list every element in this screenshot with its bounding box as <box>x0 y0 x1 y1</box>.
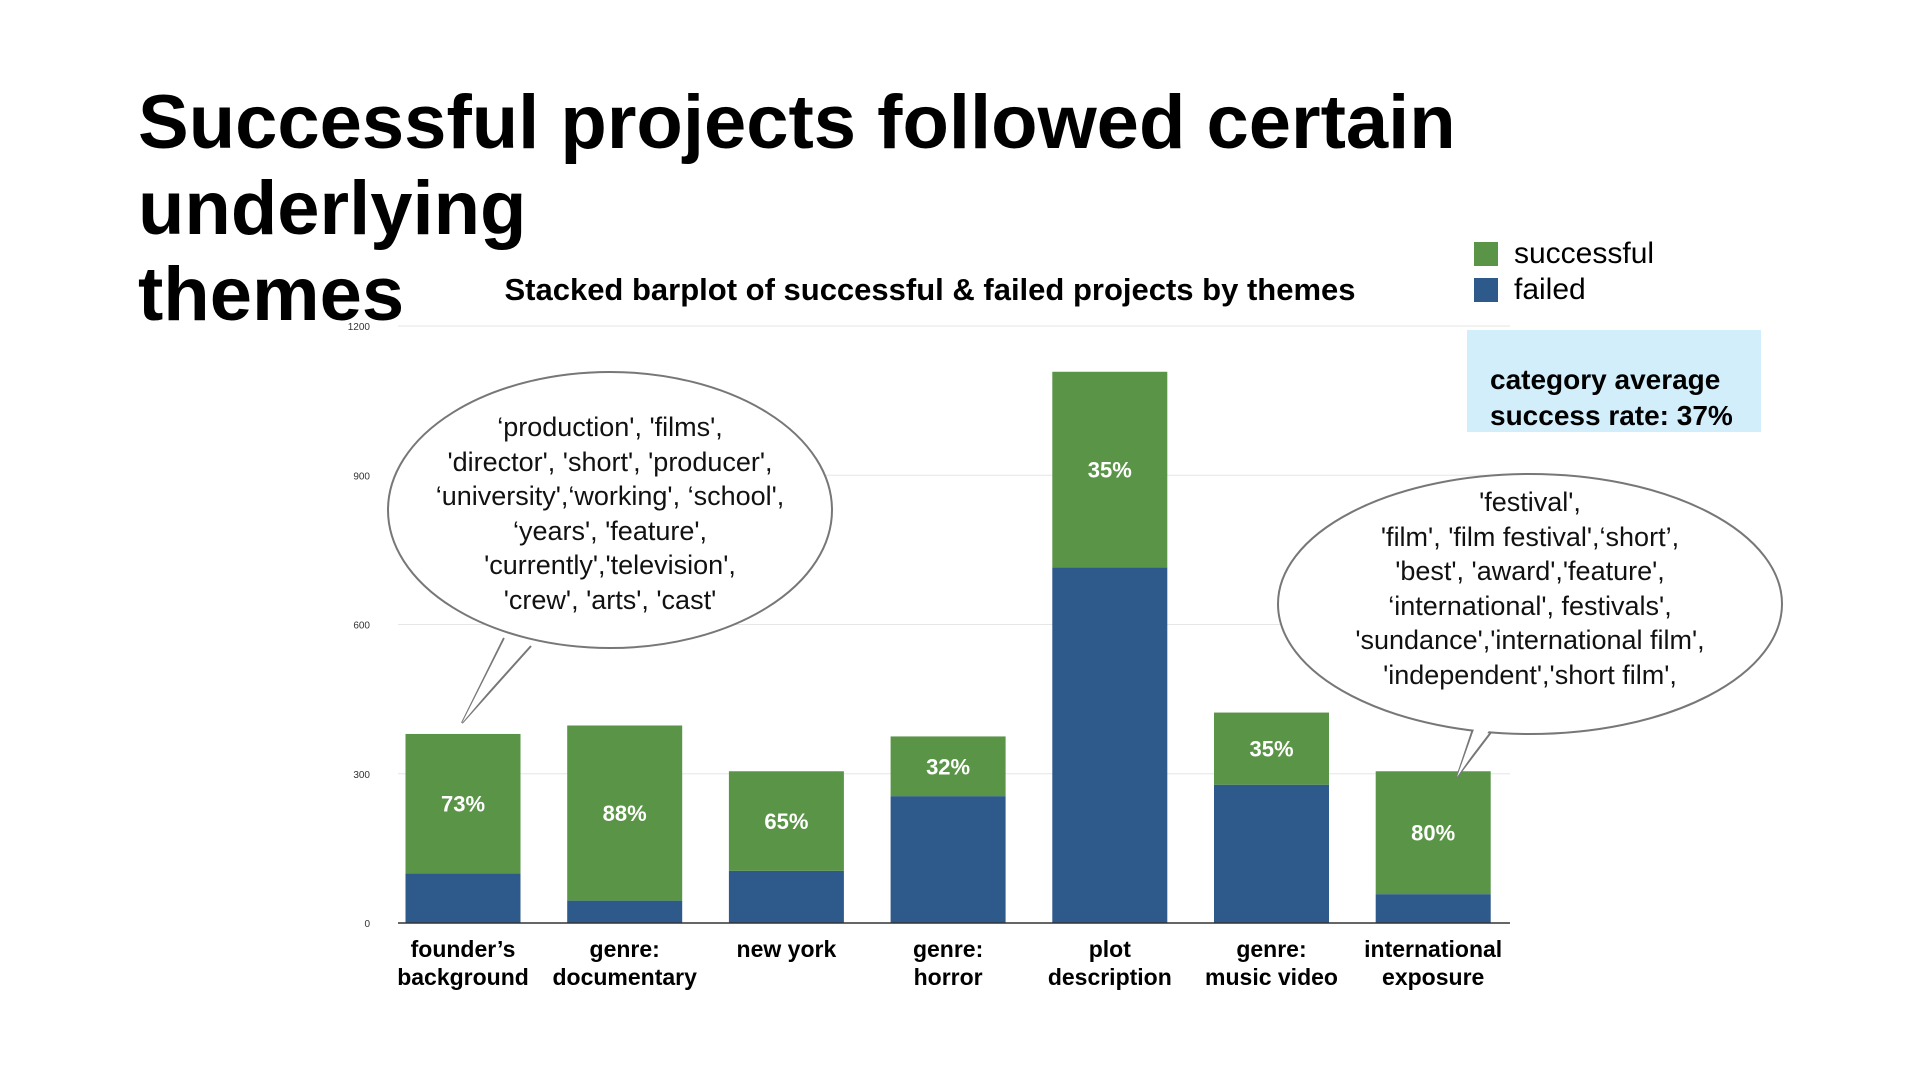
bar-data-label: 35% <box>1249 737 1293 762</box>
y-tick-label: 300 <box>353 770 370 781</box>
x-axis-category-label-line: international <box>1364 936 1503 962</box>
x-axis-category-label: international exposure <box>1343 935 1523 991</box>
x-axis-category-label: genre: documentary <box>535 935 715 991</box>
callout-line: 'currently','television', <box>484 550 736 580</box>
bar-failed <box>1052 567 1168 923</box>
category-average-line-1: category average <box>1490 364 1721 395</box>
bar-data-label: 88% <box>603 801 647 826</box>
x-axis-category-label-line: description <box>1047 964 1172 990</box>
legend-label-failed: failed <box>1514 273 1586 306</box>
headline-line-2: themes <box>138 252 405 337</box>
y-tick-label: 0 <box>364 919 370 930</box>
x-axis-category-label-line: genre: <box>912 936 984 962</box>
bar-failed <box>1214 784 1329 923</box>
category-average-box: category average success rate: 37% <box>1467 330 1761 432</box>
x-axis-category-label-line: new york <box>736 936 837 962</box>
right-callout-text: 'festival', 'film', 'film festival',‘sho… <box>1300 485 1760 692</box>
headline-line-1: Successful projects followed certain und… <box>138 80 1456 251</box>
callout-line: ‘production', 'films', <box>497 412 723 442</box>
x-axis-category-label-line <box>696 963 876 991</box>
bar-failed <box>1375 894 1491 923</box>
x-axis-category-label: plot description <box>1020 935 1200 991</box>
y-tick-label: 600 <box>353 621 370 632</box>
callout-line: 'film', 'film festival',‘short’, <box>1380 521 1680 552</box>
bar-successful <box>1052 371 1168 568</box>
y-tick-label: 900 <box>353 471 370 482</box>
x-axis-category-label: genre: horror <box>858 935 1038 991</box>
callout-line: 'crew', 'arts', 'cast' <box>503 584 717 615</box>
y-tick-label: 1200 <box>348 322 371 333</box>
left-callout-text: ‘production', 'films', 'director', 'shor… <box>390 410 830 617</box>
x-axis-category-label-line: genre: <box>589 936 660 962</box>
x-axis-category-label: genre: music video <box>1182 935 1362 991</box>
callout-line: ‘years', 'feature', <box>512 515 708 546</box>
legend-label-successful: successful <box>1514 237 1655 270</box>
callout-line: ‘international', festivals', <box>1388 590 1672 621</box>
legend-item-failed: failed <box>1474 272 1586 308</box>
left-speech-bubble <box>387 371 833 724</box>
slide-headline: Successful projects followed certain und… <box>138 80 1858 338</box>
bar-successful <box>1214 712 1329 785</box>
x-axis-category-label: founder’s background <box>373 935 553 991</box>
bar-data-label: 35% <box>1088 458 1132 483</box>
callout-line: ‘university',‘working', ‘school', <box>435 481 785 511</box>
y-tick-labels: 0 300 600 900 1200 <box>348 322 371 930</box>
bar-data-label: 80% <box>1411 821 1455 846</box>
bar-failed <box>567 900 683 923</box>
x-axis-category-label: new york <box>696 935 876 991</box>
legend-swatch-successful <box>1474 242 1498 266</box>
x-axis-category-label-line: exposure <box>1382 964 1485 990</box>
bar-successful <box>567 725 683 901</box>
bar-data-label: 73% <box>441 792 485 817</box>
x-axis-category-label-line: background <box>397 964 529 990</box>
callout-line: 'sundance','international film', <box>1355 625 1705 655</box>
x-axis-category-label-line: documentary <box>552 964 697 990</box>
x-axis-category-label-line: horror <box>913 964 983 990</box>
chart-title: Stacked barplot of successful & failed p… <box>504 272 1356 307</box>
callout-line: 'best', 'award','feature', <box>1395 556 1665 586</box>
legend-item-successful: successful <box>1474 236 1654 272</box>
bars <box>405 371 1491 923</box>
bar-data-label: 65% <box>764 809 808 834</box>
callout-line: 'independent','short film', <box>1383 659 1677 690</box>
x-axis-category-label-line: genre: <box>1236 936 1307 962</box>
callout-line: 'director', 'short', 'producer', <box>447 446 773 477</box>
bar-data-labels: 73% 88% 65% 32% 35% 35% 80% <box>441 458 1455 846</box>
x-axis-category-label-line: founder’s <box>410 936 516 962</box>
bar-successful <box>1375 771 1491 895</box>
right-speech-bubble <box>1277 473 1783 778</box>
bar-successful <box>890 736 1006 797</box>
bar-failed <box>890 796 1006 923</box>
bar-data-label: 32% <box>926 754 970 779</box>
bar-failed <box>405 873 521 923</box>
callout-line: 'festival', <box>1479 487 1581 517</box>
category-average-line-2: success rate: 37% <box>1490 400 1733 431</box>
legend-swatch-failed <box>1474 278 1498 302</box>
bar-successful <box>728 771 844 871</box>
x-axis-category-label-line: music video <box>1205 964 1338 990</box>
x-axis-category-label-line: plot <box>1088 936 1131 962</box>
bar-successful <box>405 733 521 874</box>
bar-failed <box>728 870 844 923</box>
